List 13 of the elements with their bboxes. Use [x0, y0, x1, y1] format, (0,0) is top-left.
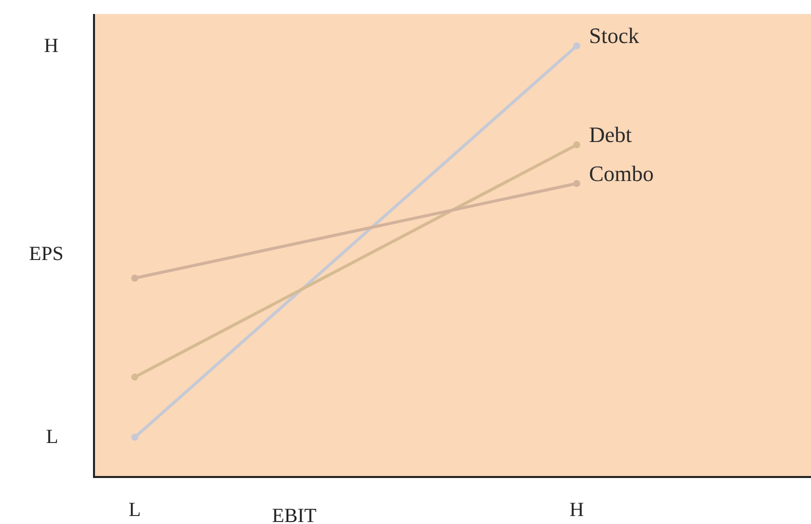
point	[131, 434, 138, 441]
text: L	[46, 426, 58, 448]
series-label: Stock	[589, 23, 640, 48]
point	[573, 180, 580, 187]
point	[573, 42, 580, 50]
y-axis-title: EPS	[29, 243, 64, 265]
point	[131, 274, 138, 282]
x-axis-title: EBIT	[272, 505, 316, 524]
text: H	[44, 35, 58, 57]
point	[573, 141, 580, 148]
series-label: Combo	[589, 161, 654, 186]
series-label: Debt	[589, 122, 632, 147]
point	[131, 374, 138, 381]
